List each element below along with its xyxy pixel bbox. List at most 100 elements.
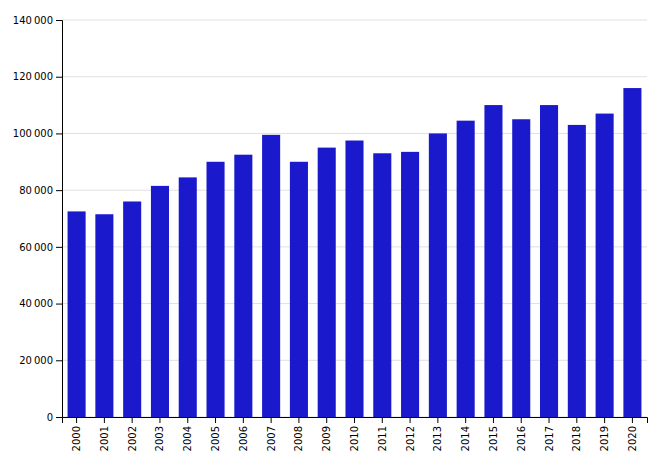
- x-tick-label: 2020: [627, 426, 638, 451]
- bar: [262, 135, 280, 417]
- x-tick-label: 2006: [238, 426, 249, 451]
- chart: 2000 2001 2002 2003 2004 2005 2006 2007 2008 2009…: [0, 0, 667, 467]
- tick-mark: [159, 417, 160, 423]
- bar: [207, 162, 225, 417]
- x-tick-label: 2000: [71, 426, 82, 451]
- x-tick: 2008: [293, 417, 304, 451]
- bar: [540, 105, 558, 417]
- x-tick-label: 2007: [266, 426, 277, 451]
- x-tick: 2004: [182, 417, 193, 451]
- tick-mark: [410, 417, 411, 423]
- y-tick-label: 100 000: [13, 128, 53, 139]
- bar: [318, 148, 336, 417]
- tick-mark: [56, 417, 62, 418]
- y-tick-label: 40 000: [19, 298, 53, 309]
- y-tick-label: 20 000: [19, 355, 53, 366]
- tick-mark: [104, 417, 105, 423]
- x-tick-label: 2015: [488, 426, 499, 451]
- x-tick-label: 2002: [127, 426, 138, 451]
- tick-mark: [549, 417, 550, 423]
- y-tick: 100 000: [13, 128, 62, 139]
- tick-mark: [56, 247, 62, 248]
- tick-mark: [132, 417, 133, 423]
- tick-mark: [56, 20, 62, 21]
- x-tick: 2011: [377, 417, 388, 451]
- tick-mark: [215, 417, 216, 423]
- x-tick-label: 2005: [210, 426, 221, 451]
- y-tick-label: 0: [47, 412, 53, 423]
- y-tick-label: 80 000: [19, 185, 53, 196]
- x-tick-label: 2018: [571, 426, 582, 451]
- y-tick: 140 000: [13, 15, 62, 26]
- tick-mark: [187, 417, 188, 423]
- grid-line: [62, 20, 647, 21]
- y-tick-label: 120 000: [13, 71, 53, 82]
- x-tick: 2010: [349, 417, 360, 451]
- bar: [123, 201, 141, 417]
- y-tick: 20 000: [19, 355, 62, 366]
- x-tick: 2012: [405, 417, 416, 451]
- tick-mark: [56, 190, 62, 191]
- grid-line: [62, 133, 647, 134]
- y-tick-label: 60 000: [19, 242, 53, 253]
- bar: [623, 88, 641, 417]
- x-tick: 2005: [210, 417, 221, 451]
- tick-mark: [604, 417, 605, 423]
- bar: [151, 186, 169, 417]
- bar: [457, 121, 475, 417]
- x-tick: 2014: [460, 417, 471, 451]
- bar: [179, 177, 197, 417]
- y-tick: 120 000: [13, 71, 62, 82]
- bar: [596, 114, 614, 417]
- x-tick-label: 2001: [99, 426, 110, 451]
- y-tick-label: 140 000: [13, 15, 53, 26]
- x-tick-label: 2009: [321, 426, 332, 451]
- tick-mark: [632, 417, 633, 423]
- x-tick: 2013: [432, 417, 443, 451]
- x-tick: 2003: [154, 417, 165, 451]
- x-axis: 2000 2001 2002 2003 2004 2005 2006 2007 2008 2009…: [63, 417, 648, 451]
- x-tick-label: 2004: [182, 426, 193, 451]
- bar: [68, 211, 86, 417]
- x-tick: 2000: [71, 417, 82, 451]
- bar: [345, 141, 363, 417]
- tick-mark: [56, 133, 62, 134]
- grid: [62, 20, 647, 417]
- y-tick: 80 000: [19, 185, 62, 196]
- tick-mark: [493, 417, 494, 423]
- x-tick-label: 2012: [405, 426, 416, 451]
- x-tick: 2006: [238, 417, 249, 451]
- grid-line: [62, 76, 647, 77]
- x-tick: 2002: [127, 417, 138, 451]
- x-tick: 2020: [627, 417, 638, 451]
- x-tick-label: 2017: [544, 426, 555, 451]
- x-tick-label: 2019: [599, 426, 610, 451]
- bar: [512, 119, 530, 417]
- tick-mark: [354, 417, 355, 423]
- x-tick-label: 2013: [432, 426, 443, 451]
- x-tick-label: 2003: [154, 426, 165, 451]
- tick-mark: [76, 417, 77, 423]
- bars: [68, 88, 642, 417]
- y-tick: 0: [47, 412, 62, 423]
- x-tick: 2018: [571, 417, 582, 451]
- tick-mark: [576, 417, 577, 423]
- tick-mark: [326, 417, 327, 423]
- y-tick: 40 000: [19, 298, 62, 309]
- tick-mark: [243, 417, 244, 423]
- tick-mark: [382, 417, 383, 423]
- bar: [568, 125, 586, 417]
- x-tick: 2015: [488, 417, 499, 451]
- x-tick: 2016: [516, 417, 527, 451]
- x-tick-label: 2010: [349, 426, 360, 451]
- bar: [429, 133, 447, 417]
- bar: [373, 153, 391, 417]
- bar: [484, 105, 502, 417]
- bar: [290, 162, 308, 417]
- bar: [234, 155, 252, 417]
- axis-line: [56, 21, 63, 418]
- x-tick-label: 2008: [293, 426, 304, 451]
- y-tick: 60 000: [19, 242, 62, 253]
- tick-mark: [56, 304, 62, 305]
- tick-mark: [521, 417, 522, 423]
